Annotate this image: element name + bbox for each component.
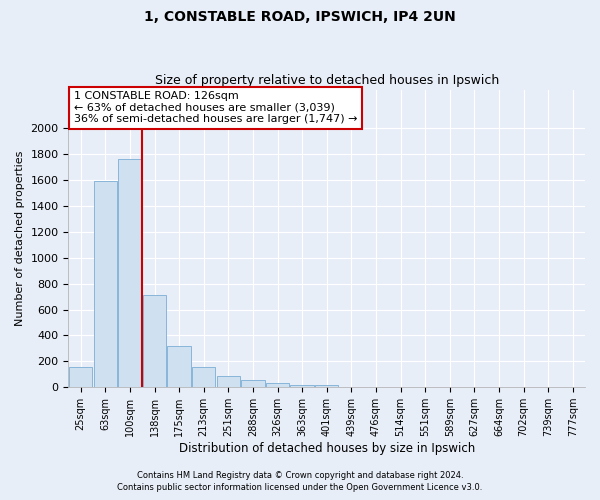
Bar: [167, 346, 191, 387]
Bar: [315, 386, 338, 387]
Bar: [340, 386, 363, 387]
Title: Size of property relative to detached houses in Ipswich: Size of property relative to detached ho…: [155, 74, 499, 87]
Bar: [241, 380, 265, 387]
Bar: [69, 366, 92, 387]
Text: Contains HM Land Registry data © Crown copyright and database right 2024.
Contai: Contains HM Land Registry data © Crown c…: [118, 471, 482, 492]
X-axis label: Distribution of detached houses by size in Ipswich: Distribution of detached houses by size …: [179, 442, 475, 455]
Bar: [290, 384, 314, 387]
Text: 1 CONSTABLE ROAD: 126sqm
← 63% of detached houses are smaller (3,039)
36% of sem: 1 CONSTABLE ROAD: 126sqm ← 63% of detach…: [74, 91, 357, 124]
Bar: [266, 384, 289, 387]
Bar: [118, 160, 142, 387]
Bar: [94, 182, 117, 387]
Bar: [364, 386, 388, 387]
Bar: [143, 296, 166, 387]
Bar: [192, 366, 215, 387]
Text: 1, CONSTABLE ROAD, IPSWICH, IP4 2UN: 1, CONSTABLE ROAD, IPSWICH, IP4 2UN: [144, 10, 456, 24]
Bar: [217, 376, 240, 387]
Y-axis label: Number of detached properties: Number of detached properties: [15, 150, 25, 326]
